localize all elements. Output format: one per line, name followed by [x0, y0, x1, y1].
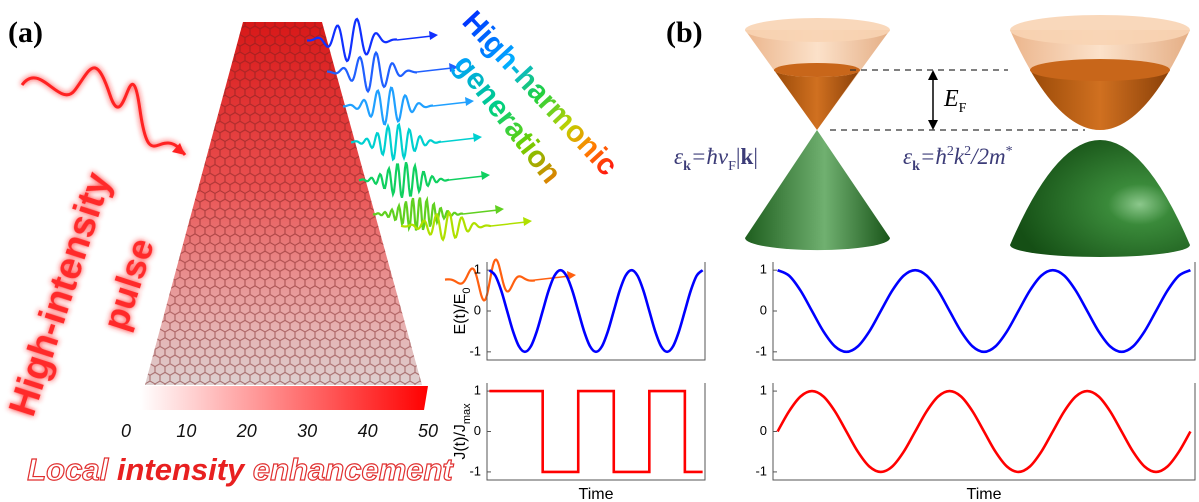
y-tick-label: 0 [474, 302, 481, 317]
symbol: k [954, 144, 965, 169]
symbol: | [753, 144, 758, 169]
subscript: k [683, 159, 691, 174]
label-sub: 0 [461, 287, 473, 293]
label-sub: max [461, 403, 473, 424]
arrow-head [567, 271, 576, 280]
arrow-head [429, 31, 438, 40]
dirac-dispersion: εk=ħvF|k| [674, 144, 758, 174]
graphene-sheet [145, 22, 422, 385]
colorbar-tick-label: 0 [121, 421, 131, 441]
x-axis-label: Time [579, 486, 614, 502]
y-tick-label: 1 [760, 383, 767, 398]
colorbar-tick-label: 40 [358, 421, 378, 441]
y-tick-label: -1 [755, 463, 767, 478]
subscript: F [728, 159, 736, 174]
subscript: F [959, 101, 967, 116]
colorbar-tick-label: 10 [176, 421, 196, 441]
y-tick-label: 0 [760, 423, 767, 438]
arrow-head [465, 97, 474, 106]
data-line [776, 389, 1192, 474]
arrow-head [495, 205, 504, 214]
fermi-label: EF [943, 86, 967, 116]
y-tick-label: -1 [469, 463, 481, 478]
arrow-head [481, 171, 490, 180]
arrow-head [473, 133, 482, 142]
colorbar-title: Local intensity enhancement [27, 452, 454, 487]
subscript: k [912, 159, 920, 174]
y-tick-label: 0 [760, 302, 767, 317]
panel-label: (b) [666, 16, 703, 49]
wave-packet [372, 195, 464, 233]
y-tick-label: 0 [474, 423, 481, 438]
parabolic-band [1010, 15, 1190, 257]
wave-arrow [432, 101, 469, 107]
label-main: J(t)/J [452, 424, 469, 460]
plot: -1 0 1 [755, 262, 1196, 361]
symbol: =ħv [691, 144, 729, 169]
symbol: ε [903, 144, 913, 169]
y-tick-label: 1 [760, 262, 767, 277]
wave-packet [400, 210, 492, 242]
wave-packet [358, 161, 450, 199]
title-word: intensity [117, 452, 246, 487]
wave-arrow [440, 137, 477, 143]
pulse-label: High-intensity [1, 167, 119, 421]
wave-packet [306, 17, 398, 63]
wave-packet [342, 86, 434, 126]
colorbar-tick-label: 20 [236, 421, 257, 441]
wave-arrow [448, 175, 485, 181]
arrow-head [172, 143, 185, 155]
data-line [488, 268, 704, 354]
parabolic-dispersion: εk=ħ2k2/2m* [903, 144, 1013, 174]
y-axis-label: E(t)/E0 [452, 287, 473, 334]
symbol: /2m [969, 144, 1006, 169]
fermi-arrow [928, 70, 938, 130]
wave-packet [444, 258, 536, 302]
superscript: 2 [964, 144, 971, 159]
title-word: Local [27, 452, 109, 487]
y-axis-label: J(t)/Jmax [452, 403, 473, 460]
arrow-head [449, 63, 458, 72]
data-line [489, 389, 703, 474]
x-axis-label: Time [967, 486, 1002, 502]
colorbar [140, 386, 428, 410]
superscript: 2 [947, 144, 954, 159]
label-main: E(t)/E [452, 294, 469, 335]
dirac-cone [745, 18, 890, 251]
colorbar-tick-label: 50 [418, 421, 438, 441]
symbol: | [736, 144, 741, 169]
symbol: k [741, 144, 754, 169]
arrow-head [523, 217, 532, 226]
colorbar-ticks: 0 10 20 30 40 50 [121, 421, 438, 441]
wave-arrow [416, 67, 453, 73]
incident-pulse [20, 66, 187, 156]
axis-frame [772, 262, 1196, 361]
axis-frame [486, 383, 706, 481]
panel-label: (a) [8, 16, 43, 49]
data-line [777, 268, 1191, 354]
y-tick-label: 1 [474, 383, 481, 398]
y-tick-label: -1 [469, 343, 481, 358]
symbol: ε [674, 144, 684, 169]
wave-packet [350, 122, 442, 162]
plot: -1 0 1 Time [755, 383, 1196, 502]
pulse-label: pulse [94, 233, 162, 335]
wave-arrow [396, 35, 433, 41]
superscript: * [1006, 144, 1013, 159]
wave-arrow [462, 209, 499, 215]
symbol: =ħ [920, 144, 947, 169]
title-word: enhancement [253, 452, 455, 487]
symbol: E [943, 86, 959, 112]
colorbar-tick-label: 30 [297, 421, 317, 441]
y-tick-label: -1 [755, 343, 767, 358]
wave-packet [326, 50, 418, 94]
wave-arrow [490, 221, 527, 227]
y-tick-label: 1 [474, 262, 481, 277]
